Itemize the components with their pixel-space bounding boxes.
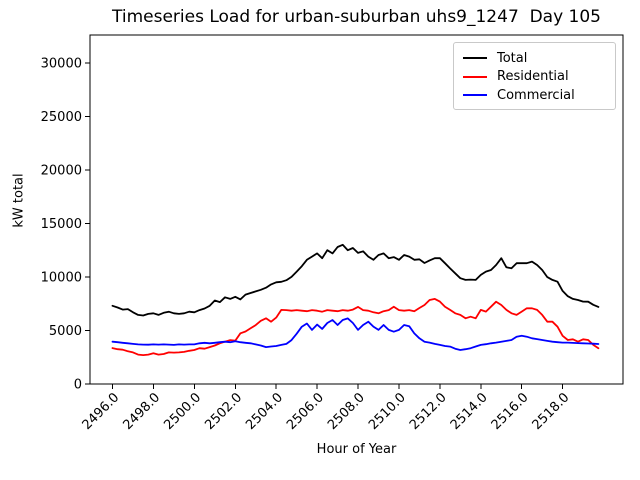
- series-line-total: [111, 243, 600, 317]
- y-tick-label: 5000: [49, 324, 82, 339]
- legend-label-commercial: Commercial: [497, 87, 575, 103]
- x-tick-label: 2516.0: [489, 390, 532, 433]
- x-tick-label: 2500.0: [161, 390, 204, 433]
- y-tick-label: 30000: [41, 56, 82, 71]
- x-tick-label: 2504.0: [243, 390, 286, 433]
- series-line-commercial: [111, 317, 600, 351]
- x-axis-label: Hour of Year: [316, 442, 397, 457]
- x-tick-label: 2518.0: [530, 390, 573, 433]
- y-axis-label: kW total: [11, 173, 27, 228]
- x-tick-label: 2512.0: [407, 390, 450, 433]
- legend-label-residential: Residential: [497, 69, 569, 85]
- chart-title: Timeseries Load for urban-suburban uhs9_…: [112, 7, 601, 27]
- legend-line-swatch-commercial: [463, 94, 487, 97]
- x-tick-label: 2502.0: [202, 390, 245, 433]
- legend-entry-residential: Residential: [463, 68, 607, 87]
- series-line-residential: [111, 298, 600, 356]
- y-tick-label: 25000: [41, 110, 82, 125]
- y-tick-label: 0: [74, 378, 82, 393]
- y-tick-label: 15000: [41, 217, 82, 232]
- x-tick-label: 2510.0: [366, 390, 409, 433]
- legend: Total Residential Commercial: [453, 42, 616, 110]
- x-tick-label: 2498.0: [120, 390, 163, 433]
- legend-line-swatch-residential: [463, 75, 487, 78]
- legend-entry-total: Total: [463, 49, 607, 68]
- x-tick-label: 2496.0: [80, 390, 123, 433]
- legend-line-swatch-total: [463, 57, 487, 60]
- x-tick-label: 2514.0: [448, 390, 491, 433]
- y-tick-label: 20000: [41, 163, 82, 178]
- y-tick-label: 10000: [41, 270, 82, 285]
- legend-label-total: Total: [497, 50, 528, 66]
- x-tick-label: 2508.0: [325, 390, 368, 433]
- x-tick-label: 2506.0: [284, 390, 327, 433]
- legend-entry-commercial: Commercial: [463, 86, 607, 105]
